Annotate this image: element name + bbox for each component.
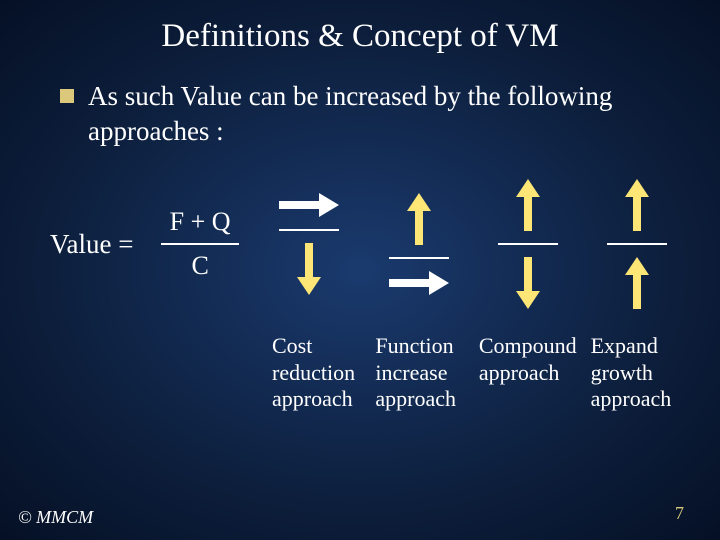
- labels-row: Cost reduction approach Function increas…: [272, 333, 680, 412]
- page-number: 7: [675, 503, 684, 524]
- footer-copyright: © MMCM: [18, 507, 93, 528]
- col-compound: [485, 179, 570, 309]
- bullet-item: As such Value can be increased by the fo…: [60, 79, 680, 149]
- col-line: [389, 257, 449, 259]
- formula-fraction: F + Q C: [157, 207, 242, 281]
- arrow-right-icon: [279, 193, 339, 217]
- fraction-top: F + Q: [170, 207, 231, 237]
- col-cost: [267, 193, 352, 295]
- col-function: [376, 193, 461, 295]
- col-line: [607, 243, 667, 245]
- arrow-down-icon: [516, 257, 540, 309]
- value-equals: Value =: [50, 229, 133, 260]
- arrow-up-icon: [625, 257, 649, 309]
- arrow-up-icon: [516, 179, 540, 231]
- arrow-up-icon: [407, 193, 431, 245]
- formula-row: Value = F + Q C: [50, 179, 680, 309]
- arrow-up-icon: [625, 179, 649, 231]
- fraction-bottom: C: [191, 251, 208, 281]
- bullet-text: As such Value can be increased by the fo…: [88, 79, 680, 149]
- label-compound: Compound approach: [479, 333, 577, 412]
- fraction-line: [161, 243, 239, 245]
- col-expand: [595, 179, 680, 309]
- page-title: Definitions & Concept of VM: [40, 18, 680, 55]
- label-expand: Expand growth approach: [591, 333, 680, 412]
- arrow-right-icon: [389, 271, 449, 295]
- label-function: Function increase approach: [375, 333, 464, 412]
- label-cost: Cost reduction approach: [272, 333, 361, 412]
- col-line: [498, 243, 558, 245]
- bullet-icon: [60, 89, 74, 103]
- col-line: [279, 229, 339, 231]
- arrow-down-icon: [297, 243, 321, 295]
